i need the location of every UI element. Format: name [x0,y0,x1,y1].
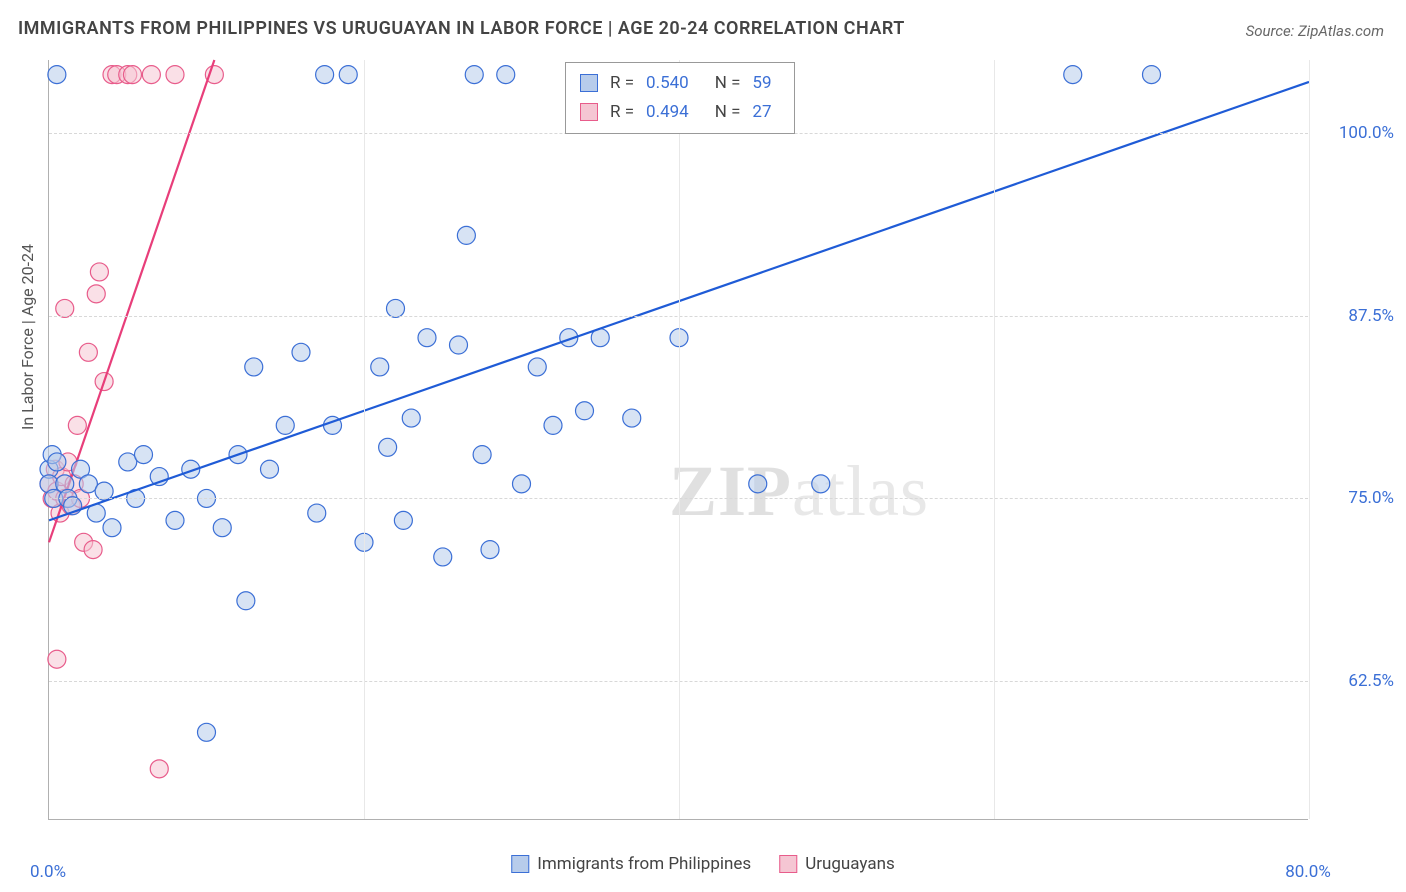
data-point [87,285,105,303]
data-point [528,358,546,376]
data-point [150,760,168,778]
grid-line-v [1309,60,1310,819]
data-point [48,66,66,84]
data-point [576,402,594,420]
data-point [457,226,475,244]
data-point [166,66,184,84]
x-tick-min: 0.0% [30,862,66,882]
stat-n-label: N = [715,98,741,127]
data-point [56,299,74,317]
data-point [465,66,483,84]
data-point [292,343,310,361]
bottom-legend: Immigrants from Philippines Uruguayans [511,854,894,874]
data-point [245,358,263,376]
data-point [513,475,531,493]
data-point [90,263,108,281]
data-point [544,416,562,434]
grid-line-v [679,60,680,819]
data-point [142,66,160,84]
data-point [198,723,216,741]
data-point [95,482,113,500]
data-point [812,475,830,493]
data-point [261,460,279,478]
grid-line-v [364,60,365,819]
data-point [103,519,121,537]
data-point [749,475,767,493]
data-point [339,66,357,84]
stat-r-label: R = [610,98,634,127]
plot-area: ZIPatlas [48,60,1308,820]
data-point [418,329,436,347]
stat-n-value: 59 [752,69,771,98]
stats-row: R = 0.540 N = 59 [580,69,780,98]
chart-container: IMMIGRANTS FROM PHILIPPINES VS URUGUAYAN… [0,0,1406,892]
data-point [473,446,491,464]
y-tick-label: 62.5% [1348,671,1394,691]
data-point [166,511,184,529]
data-point [497,66,515,84]
y-tick-label: 87.5% [1348,306,1394,326]
swatch-icon [580,103,598,121]
data-point [394,511,412,529]
data-point [68,416,86,434]
y-axis-label: In Labor Force | Age 20-24 [18,244,37,430]
grid-line-v [994,60,995,819]
data-point [316,66,334,84]
data-point [84,541,102,559]
stats-legend: R = 0.540 N = 59 R = 0.494 N = 27 [565,62,795,134]
data-point [450,336,468,354]
legend-label-pink: Uruguayans [805,854,895,874]
data-point [135,446,153,464]
data-point [623,409,641,427]
data-point [79,343,97,361]
chart-title: IMMIGRANTS FROM PHILIPPINES VS URUGUAYAN… [18,18,905,39]
y-tick-label: 75.0% [1348,488,1394,508]
data-point [1064,66,1082,84]
data-point [276,416,294,434]
y-tick-label: 100.0% [1339,123,1394,143]
swatch-blue [511,855,529,873]
data-point [213,519,231,537]
stat-n-value: 27 [752,98,771,127]
data-point [379,438,397,456]
swatch-icon [580,74,598,92]
data-point [48,453,66,471]
data-point [237,592,255,610]
data-point [387,299,405,317]
data-point [371,358,389,376]
data-point [123,66,141,84]
data-point [308,504,326,522]
stat-r-value: 0.540 [646,69,689,98]
legend-item-pink: Uruguayans [779,854,895,874]
stat-r-label: R = [610,69,634,98]
source-attribution: Source: ZipAtlas.com [1246,22,1384,40]
stat-n-label: N = [715,69,741,98]
data-point [1143,66,1161,84]
swatch-pink [779,855,797,873]
legend-item-blue: Immigrants from Philippines [511,854,751,874]
data-point [402,409,420,427]
stat-r-value: 0.494 [646,98,689,127]
data-point [481,541,499,559]
legend-label-blue: Immigrants from Philippines [537,854,751,874]
data-point [48,650,66,668]
data-point [434,548,452,566]
stats-row: R = 0.494 N = 27 [580,98,780,127]
x-tick-max: 80.0% [1285,862,1331,882]
